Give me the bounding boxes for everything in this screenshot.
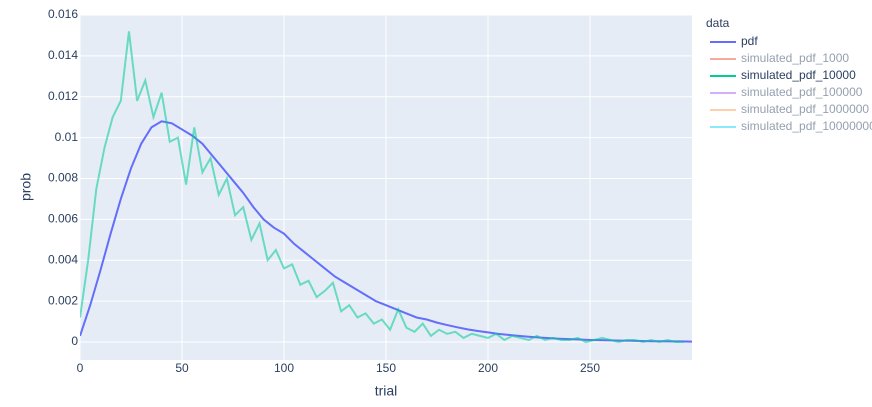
y-tick-label: 0.01 — [55, 130, 79, 144]
x-tick-label: 200 — [478, 361, 498, 375]
legend-item[interactable]: simulated_pdf_10000000 — [710, 119, 872, 133]
x-axis-title: trial — [375, 383, 398, 399]
y-tick-label: 0.004 — [48, 252, 78, 266]
y-tick-label: 0.002 — [48, 293, 78, 307]
legend-item[interactable]: pdf — [710, 34, 758, 48]
legend-label: simulated_pdf_10000 — [741, 68, 856, 82]
y-tick-label: 0.016 — [48, 7, 78, 21]
legend-item[interactable]: simulated_pdf_10000 — [710, 68, 856, 82]
legend-label: simulated_pdf_1000000 — [741, 102, 869, 116]
y-tick-label: 0.014 — [48, 48, 78, 62]
y-axis-title: prob — [18, 173, 34, 201]
x-tick-label: 0 — [77, 361, 84, 375]
x-tick-label: 100 — [274, 361, 294, 375]
legend-label: simulated_pdf_10000000 — [741, 119, 872, 133]
legend-item[interactable]: simulated_pdf_100000 — [710, 85, 863, 99]
x-tick-label: 250 — [580, 361, 600, 375]
legend-label: simulated_pdf_1000 — [741, 51, 849, 65]
series-line — [80, 31, 684, 344]
legend-item[interactable]: simulated_pdf_1000 — [710, 51, 849, 65]
x-tick-label: 50 — [175, 361, 189, 375]
y-tick-label: 0.008 — [48, 171, 78, 185]
y-tick-label: 0.006 — [48, 212, 78, 226]
y-tick-label: 0.012 — [48, 89, 78, 103]
y-tick-label: 0 — [71, 334, 78, 348]
legend-label: pdf — [741, 34, 758, 48]
x-tick-label: 150 — [376, 361, 396, 375]
legend-title: data — [706, 16, 730, 30]
legend-item[interactable]: simulated_pdf_1000000 — [710, 102, 869, 116]
legend-label: simulated_pdf_100000 — [741, 85, 863, 99]
